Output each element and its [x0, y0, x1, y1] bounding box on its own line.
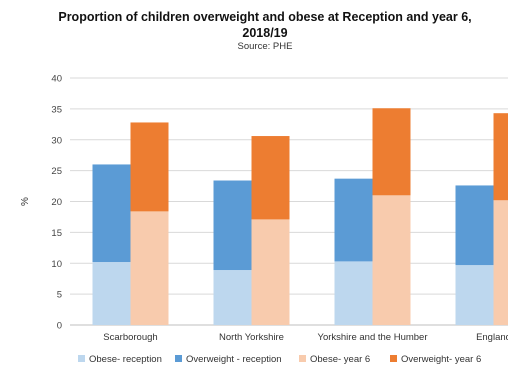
legend-label: Obese- reception: [89, 354, 162, 365]
legend-swatch: [175, 355, 182, 362]
bar-overweight-reception: [213, 180, 252, 271]
legend-swatch: [299, 355, 306, 362]
y-tick-label: 0: [57, 321, 62, 332]
y-tick-label: 20: [51, 197, 62, 208]
y-tick-label: 15: [51, 228, 62, 239]
chart-title-line-1: Proportion of children overweight and ob…: [58, 10, 472, 24]
legend-label: Obese- year 6: [310, 354, 371, 365]
legend-item: Obese- year 6: [299, 354, 370, 365]
y-tick-label: 40: [51, 74, 62, 85]
y-tick-label: 10: [51, 259, 62, 270]
x-tick-label: North Yorkshire: [219, 332, 284, 343]
legend-swatch: [78, 355, 85, 362]
bar-obese-reception: [92, 262, 131, 325]
legend-item: Obese- reception: [78, 354, 162, 365]
y-tick-label: 30: [51, 135, 62, 146]
bar-overweight-reception: [455, 185, 494, 266]
bar-overweight-reception: [92, 164, 131, 263]
legend-item: Overweight - reception: [175, 354, 282, 365]
bar-overweight-reception: [334, 178, 373, 262]
bar-overweight-year-6: [372, 108, 411, 196]
y-tick-label: 5: [57, 290, 62, 301]
x-tick-label: Yorkshire and the Humber: [317, 332, 427, 343]
legend-swatch: [390, 355, 397, 362]
bar-overweight-year-6: [493, 113, 508, 201]
bar-obese-reception: [455, 265, 494, 325]
bar-obese-year-6: [372, 195, 411, 325]
y-tick-label: 25: [51, 166, 62, 177]
legend-label: Overweight - reception: [186, 354, 282, 365]
bar-overweight-year-6: [251, 136, 290, 220]
x-tick-label: England: [476, 332, 508, 343]
y-tick-label: 35: [51, 104, 62, 115]
bar-obese-year-6: [493, 200, 508, 325]
bar-obese-reception: [334, 261, 373, 325]
x-tick-label: Scarborough: [103, 332, 157, 343]
chart-title-line-2: 2018/19: [242, 26, 288, 40]
y-axis-label: %: [20, 197, 31, 206]
bar-obese-reception: [213, 270, 252, 325]
legend-item: Overweight- year 6: [390, 354, 481, 365]
bar-obese-year-6: [251, 219, 290, 325]
chart-subtitle: Source: PHE: [237, 41, 293, 52]
bar-obese-year-6: [130, 211, 169, 325]
bar-overweight-year-6: [130, 122, 169, 212]
legend-label: Overweight- year 6: [401, 354, 482, 365]
